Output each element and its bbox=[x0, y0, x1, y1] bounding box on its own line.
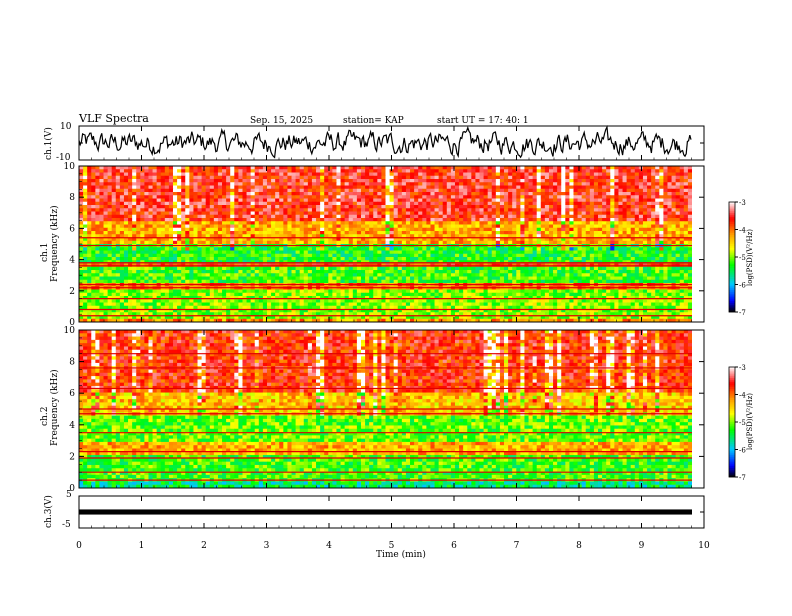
colorbar2-unit: log(PSD)(V²/Hz) bbox=[746, 393, 754, 450]
start-time-label: start UT = 17: 40: 1 bbox=[437, 116, 529, 126]
colorbar-1-tick-label: -3 bbox=[739, 199, 746, 207]
ch3-wave-ylabel: ch.3(V) bbox=[44, 495, 54, 528]
spec1-ytick-label-2: 2 bbox=[69, 287, 75, 297]
spectrogram-2-blank bbox=[692, 330, 704, 488]
spec1-ytick-label-6: 6 bbox=[69, 224, 75, 234]
ch1-spec-channel: ch.1 bbox=[40, 243, 50, 262]
spec1-ytick-label-8: 8 bbox=[69, 193, 75, 203]
ch1-wave-ylabel: ch.1(V) bbox=[44, 127, 54, 160]
colorbar-2-tick-label: -7 bbox=[739, 474, 746, 482]
colorbar-2-tick-label: -5 bbox=[739, 419, 746, 427]
ch1-wave-ymin: -10 bbox=[56, 153, 71, 163]
colorbar1-unit: log(PSD)(V²/Hz) bbox=[746, 229, 754, 286]
xtick-label-8: 8 bbox=[576, 541, 582, 551]
ch2-spec-ylabel: Frequency (kHz) bbox=[50, 369, 60, 446]
xtick-label-7: 7 bbox=[514, 541, 520, 551]
x-axis-label: Time (min) bbox=[376, 550, 426, 560]
ch3-wave-ymin: -5 bbox=[62, 520, 71, 530]
spec1-ytick-label-10: 10 bbox=[64, 162, 76, 172]
figure-title: VLF Spectra bbox=[79, 114, 149, 124]
colorbar-2-tick-label: -3 bbox=[739, 364, 746, 372]
xtick-label-4: 4 bbox=[326, 541, 332, 551]
station-label: station= KAP bbox=[343, 116, 404, 126]
waveform-1-trace bbox=[79, 127, 691, 157]
colorbar-2-gradient bbox=[729, 367, 735, 477]
ch3-wave-ymax: 5 bbox=[66, 490, 72, 500]
xtick-label-1: 1 bbox=[139, 541, 145, 551]
xtick-label-6: 6 bbox=[451, 541, 457, 551]
spec2-ytick-label-2: 2 bbox=[69, 452, 75, 462]
spec2-ytick-label-4: 4 bbox=[69, 421, 75, 431]
xtick-label-9: 9 bbox=[639, 541, 645, 551]
ch1-wave-ymax: 10 bbox=[60, 122, 71, 132]
spectrogram-1-blank bbox=[692, 166, 704, 322]
colorbar-1-tick-label: -5 bbox=[739, 254, 746, 262]
spec1-ytick-label-4: 4 bbox=[69, 256, 75, 266]
xtick-label-2: 2 bbox=[201, 541, 207, 551]
ch1-spec-ylabel: Frequency (kHz) bbox=[50, 205, 60, 282]
waveform-2-trace bbox=[79, 509, 692, 514]
colorbar-1-gradient bbox=[729, 202, 735, 312]
xtick-label-0: 0 bbox=[76, 541, 82, 551]
spec2-ytick-label-10: 10 bbox=[64, 326, 76, 336]
ch2-spec-channel: ch.2 bbox=[40, 407, 50, 426]
xtick-label-10: 10 bbox=[698, 541, 710, 551]
spec2-ytick-label-6: 6 bbox=[69, 389, 75, 399]
spec2-ytick-label-8: 8 bbox=[69, 358, 75, 368]
xtick-label-3: 3 bbox=[264, 541, 270, 551]
colorbar-1-tick-label: -7 bbox=[739, 309, 746, 317]
date-label: Sep. 15, 2025 bbox=[250, 116, 313, 126]
